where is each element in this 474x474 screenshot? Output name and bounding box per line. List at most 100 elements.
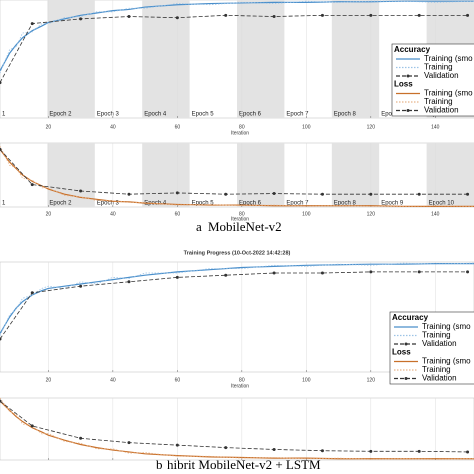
legend-box [391, 43, 474, 117]
x-axis-label: Iteration [231, 216, 249, 222]
point [417, 13, 421, 17]
series-line [0, 0, 474, 74]
caption: hibrit MobileNet-v2 + LSTM [167, 457, 321, 472]
legend-marker [404, 342, 408, 346]
point [79, 189, 83, 193]
x-tick-label: 20 [46, 211, 52, 217]
point [127, 15, 131, 19]
point [369, 192, 373, 196]
epoch-band [237, 143, 285, 207]
epoch-label: Epoch 3 [97, 201, 120, 207]
legend-label: Training (smo [424, 89, 473, 98]
point [320, 13, 324, 17]
series-line [0, 146, 474, 207]
x-tick-label: 140 [431, 211, 440, 217]
x-tick-label: 80 [239, 377, 245, 383]
x-tick-label: 120 [367, 377, 376, 383]
legend-label: Training [424, 63, 453, 72]
point [224, 192, 228, 196]
epoch-band [237, 0, 285, 118]
legend-label: Training (smo [424, 54, 473, 63]
epoch-label: Epoch 8 [334, 201, 357, 207]
legend-label: Training [424, 97, 453, 106]
point [466, 450, 470, 454]
point [175, 16, 179, 20]
epoch-label: Epoch 4 [144, 112, 167, 118]
point [417, 270, 421, 274]
epoch-label: Epoch 10 [429, 201, 455, 207]
legend-marker [404, 377, 408, 380]
epoch-label: Epoch 5 [192, 112, 215, 118]
x-tick-label: 100 [302, 124, 311, 130]
epoch-band [142, 143, 190, 207]
point [127, 192, 131, 196]
epoch-band [426, 143, 474, 207]
point [0, 147, 2, 151]
series-line [0, 262, 474, 336]
point [30, 291, 34, 295]
epoch-label: Epoch 9 [381, 201, 404, 207]
x-tick-label: 60 [175, 124, 181, 130]
epoch-label: Epoch 5 [192, 201, 215, 207]
point [127, 441, 131, 445]
legend-label: Validation [422, 374, 457, 383]
layer: 1 Epoch 2 Epoch 3 Epoch 4 Epoch 5 Epoch 6 Epoc… [0, 0, 474, 461]
epoch-band [142, 0, 190, 118]
caption-letter: b [156, 457, 163, 472]
epoch-label: 1 [2, 201, 6, 207]
legend-label: Validation [424, 106, 459, 115]
point [224, 446, 228, 450]
point [369, 449, 373, 453]
x-tick-label: 40 [110, 211, 116, 217]
x-tick-label: 120 [367, 211, 376, 217]
epoch-label: 1 [2, 112, 6, 118]
point [272, 447, 276, 451]
epoch-label: Epoch 6 [239, 112, 262, 118]
point [79, 284, 83, 288]
x-tick-label: 80 [239, 124, 245, 130]
point [30, 183, 34, 187]
epoch-label: Epoch 2 [49, 201, 72, 207]
x-tick-label: 40 [110, 377, 116, 383]
point [0, 81, 2, 85]
legend-label: Validation [422, 339, 457, 348]
x-tick-label: 20 [46, 377, 52, 383]
x-tick-label: 140 [431, 124, 440, 130]
legend-label: Validation [424, 71, 459, 80]
series-line [0, 397, 474, 460]
point [0, 399, 2, 403]
point [272, 192, 276, 196]
epoch-band [47, 0, 95, 118]
epoch-label: Epoch 3 [97, 112, 120, 118]
point [127, 280, 131, 284]
epoch-band [331, 0, 380, 118]
x-tick-label: 80 [239, 211, 245, 217]
point [175, 443, 179, 447]
x-tick-label: 20 [46, 124, 52, 130]
legend-label: Training (smo [422, 322, 471, 331]
point [0, 337, 2, 341]
x-axis-label: Iteration [231, 383, 249, 389]
point [175, 275, 179, 279]
chart: 1 Epoch 2 Epoch 3 Epoch 4 Epoch 5 Epoch 6 Epoc… [0, 142, 474, 222]
legend-label: Training (smo [422, 357, 471, 366]
x-tick-label: 60 [175, 377, 181, 383]
epoch-label: Epoch 2 [49, 112, 72, 118]
point [369, 270, 373, 274]
point [79, 17, 83, 21]
epoch-label: Epoch 6 [239, 201, 262, 207]
x-tick-label: 40 [110, 124, 116, 130]
legend-marker [406, 109, 410, 112]
point [466, 270, 470, 274]
legend-title: Loss [392, 348, 411, 357]
point [320, 449, 324, 453]
point [466, 192, 470, 196]
legend-title: Loss [394, 80, 413, 89]
caption-letter: a [196, 219, 202, 234]
legend-title: Accuracy [394, 45, 431, 54]
legend-title: Accuracy [392, 313, 429, 322]
point [466, 13, 470, 17]
